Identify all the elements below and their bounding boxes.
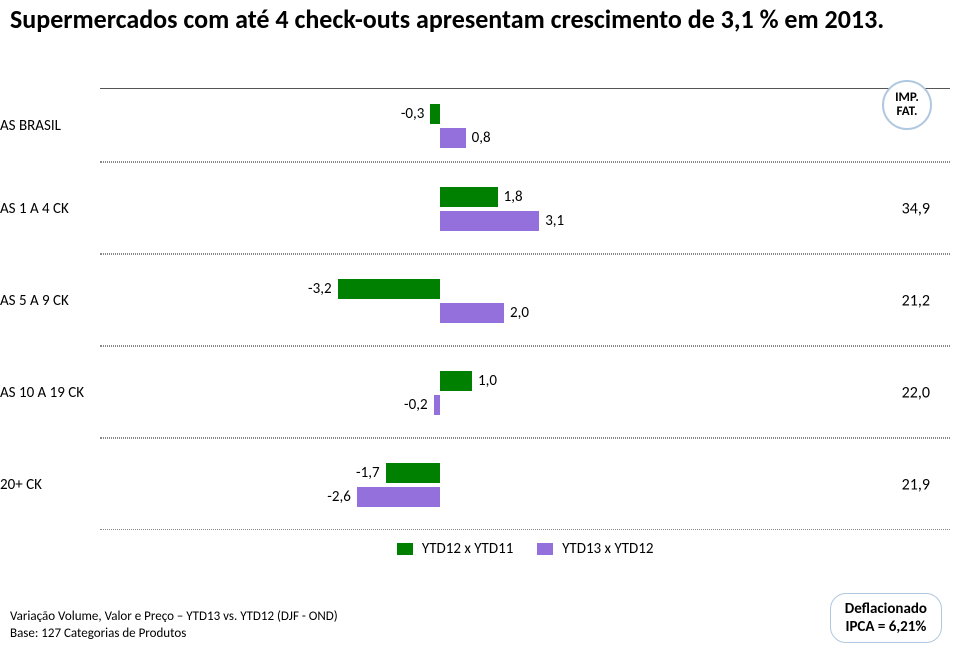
legend-item-1: YTD13 x YTD12 [537,540,654,558]
bar-value-label: 0,8 [472,129,491,147]
bar-value-label: -3,2 [308,280,332,298]
deflate-line1: Deflacionado [845,600,927,618]
chart-row: 20+ CK-1,7-2,621,9 [100,438,950,530]
bar [434,395,440,415]
category-label: 20+ CK [0,476,90,494]
legend-swatch-0 [397,543,413,555]
badge-line1: IMP. [895,90,919,105]
bar-zone: 1,8 3,1 [320,163,640,254]
bar [440,187,498,207]
bar-value-label: 1,0 [478,372,497,390]
bar [386,463,440,483]
chart-legend: YTD12 x YTD11 YTD13 x YTD12 [100,540,950,584]
bar-value-label: 2,0 [510,304,529,322]
legend-swatch-1 [537,543,553,555]
footnote: Variação Volume, Valor e Preço – YTD13 v… [10,609,338,643]
category-label: AS 5 A 9 CK [0,292,90,310]
footnote-line1: Variação Volume, Valor e Preço – YTD13 v… [10,609,338,626]
imp-value: 34,9 [902,199,930,218]
bar [338,279,440,299]
bar [440,371,472,391]
bar-value-label: 3,1 [545,212,564,230]
legend-label-0: YTD12 x YTD11 [422,540,513,558]
bar [440,303,504,323]
imp-value: 21,9 [902,475,930,494]
chart-row: AS BRASIL-0,30,8 [100,88,950,162]
badge-line2: FAT. [897,104,918,119]
bar-zone: -3,22,0 [320,255,640,346]
page-title: Supermercados com até 4 check-outs apres… [10,4,910,35]
bar [357,487,440,507]
bar-zone: -0,3 0,8 [320,89,640,162]
bar-value-label: -0,3 [401,105,425,123]
footnote-line2: Base: 127 Categorias de Produtos [10,626,338,643]
bar-value-label: -0,2 [404,396,428,414]
chart-row: AS 5 A 9 CK-3,22,021,2 [100,254,950,346]
bar [440,211,539,231]
bar-value-label: 1,8 [504,188,523,206]
bar-value-label: -1,7 [356,464,380,482]
chart-row: AS 10 A 19 CK1,0-0,222,0 [100,346,950,438]
deflate-badge: Deflacionado IPCA = 6,21% [830,593,942,643]
chart-row: AS 1 A 4 CK1,83,134,9 [100,162,950,254]
category-label: AS BRASIL [0,117,90,135]
category-label: AS 1 A 4 CK [0,200,90,218]
imp-fat-badge: IMP. FAT. [882,80,932,130]
deflate-line2: IPCA = 6,21% [845,618,927,636]
category-label: AS 10 A 19 CK [0,384,90,402]
legend-item-0: YTD12 x YTD11 [397,540,514,558]
chart: AS BRASIL-0,30,8AS 1 A 4 CK1,83,134,9AS … [100,88,950,578]
imp-value: 21,2 [902,291,930,310]
bar-zone: 1,0 -0,2 [320,347,640,438]
bar-value-label: -2,6 [327,488,351,506]
bar [440,128,466,148]
legend-label-1: YTD13 x YTD12 [562,540,653,558]
bar-zone: -1,7 -2,6 [320,439,640,530]
imp-value: 22,0 [902,383,930,402]
bar [430,104,440,124]
